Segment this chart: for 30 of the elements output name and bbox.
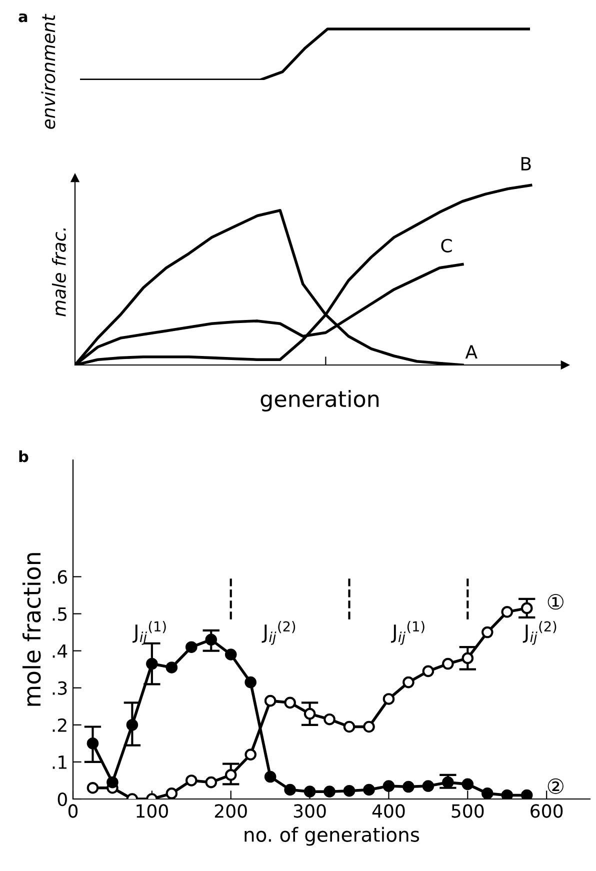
x-tick-label: 0: [68, 804, 78, 818]
annotation: J$_{ij}$$^{(2)}$: [522, 621, 556, 645]
y-axis-title: environment: [41, 14, 56, 129]
y-tick-label: .6: [52, 570, 68, 584]
annotation: J$_{ij}$$^{(1)}$: [391, 621, 424, 645]
y-tick-label: .2: [52, 718, 66, 732]
x-tick-label: 500: [452, 804, 484, 818]
chart-title: a: [18, 13, 28, 22]
series-label: ①: [548, 594, 564, 610]
y-axis-title: male frac.: [52, 228, 66, 316]
annotation: J$_{ij}$$^{(1)}$: [132, 621, 166, 645]
x-tick-label: 100: [136, 804, 168, 818]
x-tick-label: 300: [294, 804, 326, 818]
x-tick-label: 200: [214, 804, 247, 818]
y-axis-title: mole fraction: [22, 553, 41, 706]
x-tick-label: 400: [372, 804, 405, 818]
x-axis-title: no. of generations: [244, 826, 420, 846]
annotation: J$_{ij}$$^{(2)}$: [262, 621, 296, 645]
y-tick-label: .5: [52, 607, 67, 621]
y-tick-label: .1: [52, 756, 66, 769]
x-tick-label: 600: [530, 804, 563, 818]
chart-title: b: [19, 450, 28, 462]
y-tick-label: 0: [58, 792, 67, 806]
y-tick-label: .4: [52, 644, 68, 658]
x-axis-title: generation: [260, 390, 379, 412]
series-label: ②: [548, 778, 564, 794]
series-label: A: [465, 345, 478, 358]
series-label: B: [521, 157, 531, 170]
y-tick-label: .3: [52, 681, 67, 695]
series-label: C: [441, 238, 452, 252]
